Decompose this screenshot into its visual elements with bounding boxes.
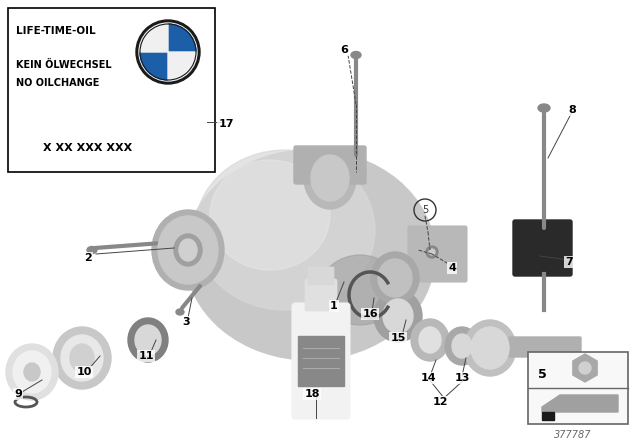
Ellipse shape (185, 150, 435, 360)
FancyBboxPatch shape (298, 336, 344, 386)
FancyBboxPatch shape (8, 8, 215, 172)
Ellipse shape (87, 246, 97, 254)
Ellipse shape (6, 344, 58, 400)
Wedge shape (140, 24, 168, 52)
Text: 10: 10 (76, 367, 92, 377)
Ellipse shape (53, 327, 111, 389)
Text: X XX XXX XXX: X XX XXX XXX (44, 143, 132, 153)
Ellipse shape (174, 234, 202, 266)
Polygon shape (542, 412, 554, 420)
Ellipse shape (152, 210, 224, 290)
Text: 13: 13 (454, 373, 470, 383)
Ellipse shape (374, 290, 422, 342)
Text: 16: 16 (362, 309, 378, 319)
Ellipse shape (135, 325, 161, 355)
FancyBboxPatch shape (509, 337, 581, 357)
Text: 11: 11 (138, 351, 154, 361)
Circle shape (139, 23, 197, 81)
Ellipse shape (61, 335, 103, 381)
Ellipse shape (383, 299, 413, 333)
Ellipse shape (538, 104, 550, 112)
Ellipse shape (176, 309, 184, 315)
FancyBboxPatch shape (308, 267, 334, 285)
Text: 18: 18 (304, 389, 320, 399)
Ellipse shape (195, 150, 375, 310)
Ellipse shape (70, 344, 94, 372)
Ellipse shape (471, 327, 509, 369)
Wedge shape (140, 52, 168, 80)
Ellipse shape (351, 52, 361, 59)
Text: 6: 6 (340, 45, 348, 55)
Ellipse shape (210, 160, 330, 270)
Text: 5: 5 (538, 367, 547, 380)
Text: LIFE-TIME-OIL: LIFE-TIME-OIL (16, 26, 95, 36)
Text: 9: 9 (14, 389, 22, 399)
Ellipse shape (371, 252, 419, 304)
Ellipse shape (24, 363, 40, 381)
Ellipse shape (426, 246, 438, 258)
Ellipse shape (378, 259, 412, 297)
Text: 14: 14 (420, 373, 436, 383)
Text: 377787: 377787 (554, 430, 592, 440)
Ellipse shape (311, 155, 349, 201)
Ellipse shape (579, 362, 591, 374)
Text: KEIN ÖLWECHSEL: KEIN ÖLWECHSEL (16, 60, 111, 70)
Ellipse shape (419, 327, 441, 353)
Text: NO OILCHANGE: NO OILCHANGE (16, 78, 99, 88)
FancyBboxPatch shape (408, 226, 467, 282)
Text: 8: 8 (568, 105, 576, 115)
FancyBboxPatch shape (294, 146, 366, 184)
FancyBboxPatch shape (292, 303, 350, 419)
FancyBboxPatch shape (305, 279, 337, 311)
Wedge shape (168, 52, 196, 80)
Text: 12: 12 (432, 397, 448, 407)
Ellipse shape (464, 320, 516, 376)
Ellipse shape (452, 334, 472, 358)
Text: 2: 2 (84, 253, 92, 263)
Ellipse shape (429, 249, 435, 255)
FancyBboxPatch shape (513, 220, 572, 276)
Text: 1: 1 (330, 301, 338, 311)
Ellipse shape (13, 351, 51, 393)
Polygon shape (542, 395, 618, 412)
Wedge shape (168, 24, 196, 52)
Text: 5: 5 (422, 205, 428, 215)
FancyBboxPatch shape (528, 352, 628, 424)
Ellipse shape (179, 239, 197, 261)
Text: 7: 7 (565, 257, 573, 267)
Text: 15: 15 (390, 333, 406, 343)
Ellipse shape (304, 147, 356, 209)
Ellipse shape (128, 318, 168, 362)
Ellipse shape (320, 255, 400, 325)
Ellipse shape (445, 327, 479, 365)
Ellipse shape (411, 319, 449, 361)
Text: 17: 17 (218, 119, 234, 129)
Ellipse shape (158, 216, 218, 284)
Text: 3: 3 (182, 317, 190, 327)
Text: 4: 4 (448, 263, 456, 273)
Circle shape (136, 20, 200, 84)
